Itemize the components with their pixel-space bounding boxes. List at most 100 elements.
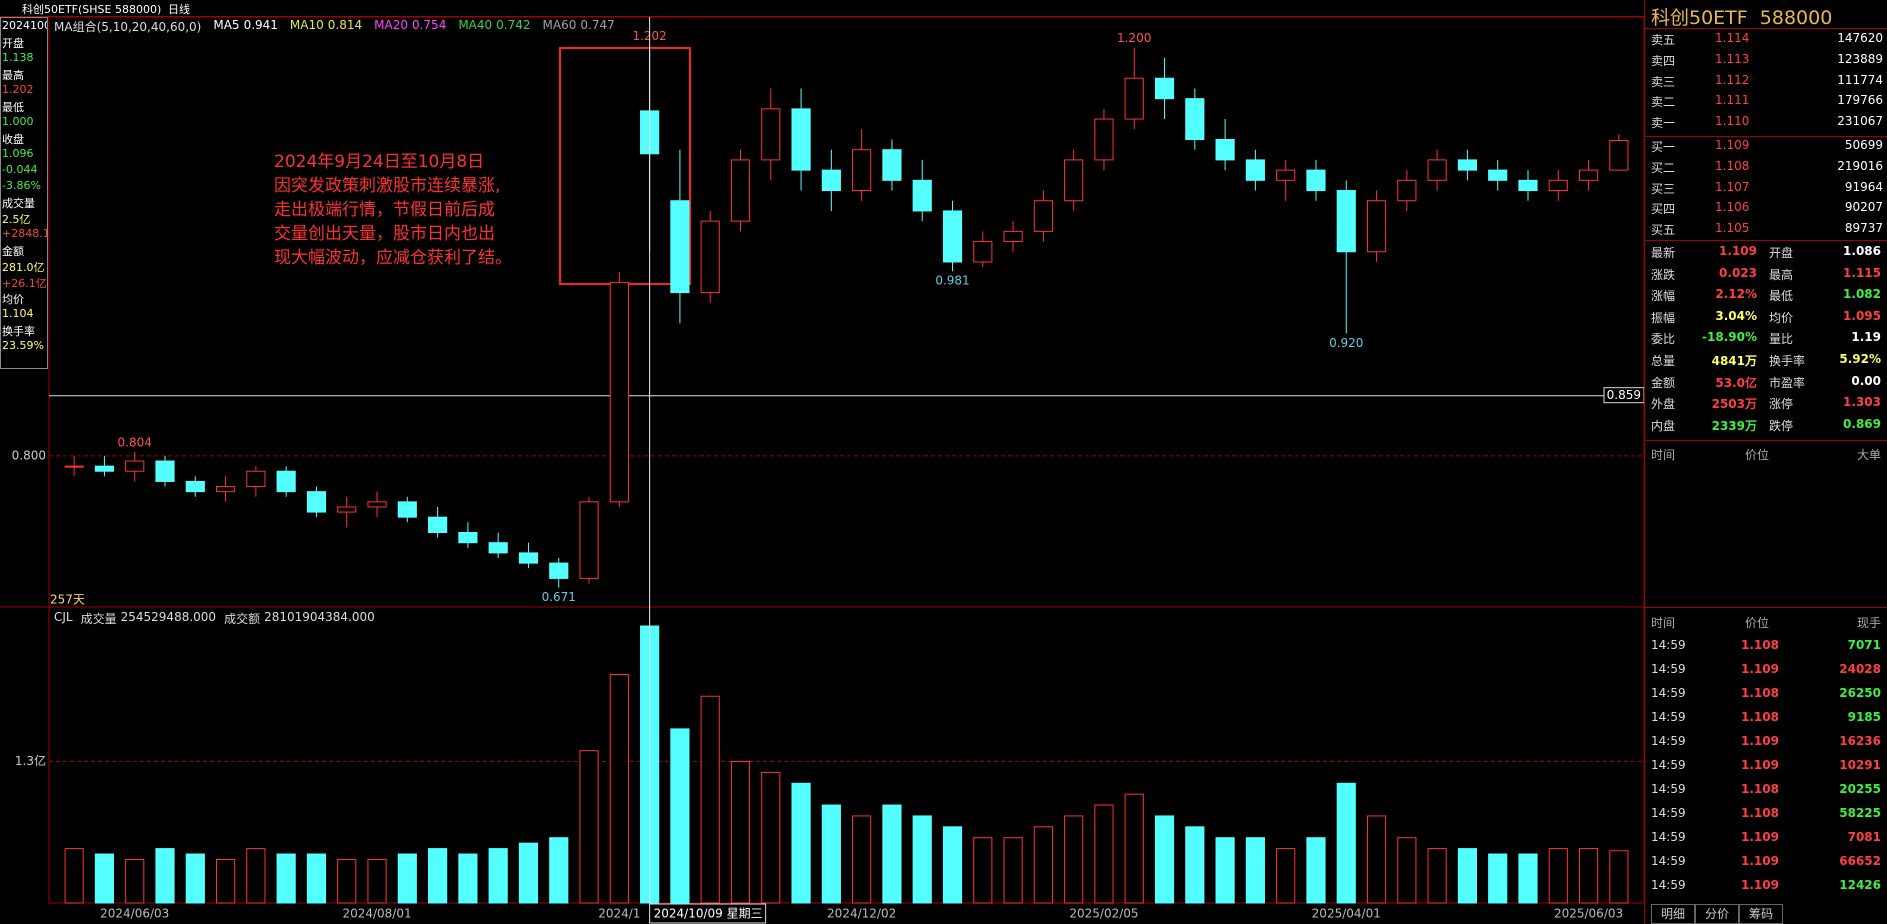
candle-body [1154, 77, 1175, 100]
book-volume: 111774 [1837, 72, 1883, 87]
ma-name: MA20 [374, 18, 408, 32]
stat-value: 2.12% [1715, 287, 1757, 302]
stat-label: 开盘 [1769, 246, 1794, 260]
book-price: 1.113 [1715, 51, 1750, 66]
tick-volume: 26250 [1839, 686, 1881, 700]
book-label: 卖五 [1651, 33, 1676, 47]
candle-body [428, 516, 448, 533]
book-volume: 90207 [1844, 200, 1883, 215]
ma-value: 0.814 [327, 18, 363, 32]
book-price: 1.105 [1715, 221, 1750, 236]
indicator-header: MA组合(5,10,20,40,60,0) MA5 0.941 MA10 0.814 MA… [54, 18, 615, 35]
tick-volume: 7071 [1847, 638, 1881, 652]
stat-value: 0.00 [1851, 373, 1881, 388]
tick-price: 1.109 [1741, 854, 1779, 868]
candle-body [821, 169, 841, 192]
book-volume: 231067 [1837, 114, 1883, 129]
candle-body [216, 486, 236, 493]
ma-value: 0.747 [580, 18, 615, 32]
candle-body [397, 501, 417, 518]
stat-value: 3.04% [1715, 308, 1757, 323]
candle-body [276, 470, 296, 493]
period-select[interactable]: 日线 [168, 3, 190, 16]
tick-volume: 24028 [1839, 662, 1881, 676]
note-line: 因突发政策刺激股市连续暴涨, [274, 176, 500, 196]
volume-bar [1215, 837, 1235, 904]
candle-body [306, 491, 327, 513]
book-label: 卖一 [1651, 116, 1676, 131]
volume-bar [821, 804, 841, 904]
panel-tab[interactable]: 筹码 [1739, 904, 1783, 924]
ma-name: MA40 [458, 18, 493, 32]
tick-price: 1.109 [1741, 662, 1779, 676]
stat-value: 0.023 [1719, 265, 1757, 280]
stat-label: 换手率 [1769, 354, 1806, 368]
candle-body [1609, 140, 1629, 171]
stat-value: 1.115 [1843, 265, 1881, 280]
book-price: 1.111 [1715, 93, 1750, 108]
candle-body [942, 210, 963, 263]
separator [1645, 607, 1887, 608]
volume-bar [1336, 782, 1356, 904]
volume-bar [1366, 815, 1387, 904]
tick-time: 14:59 [1651, 710, 1686, 724]
volume-bar [730, 761, 751, 904]
candle-body [761, 108, 781, 161]
volume-bar [609, 673, 629, 904]
candle-body [1366, 200, 1387, 253]
candle-body [609, 281, 629, 503]
info-line: 1.000 [2, 115, 34, 128]
separator [1645, 136, 1887, 137]
trough-label: 0.671 [542, 590, 576, 604]
stat-value: 2503万 [1711, 397, 1757, 412]
list-header: 价位 [1745, 448, 1770, 462]
candle-body [1336, 190, 1356, 253]
candle-body [1578, 169, 1599, 181]
separator [1645, 240, 1887, 241]
volume-bar [700, 695, 720, 904]
book-label: 卖三 [1651, 74, 1676, 89]
volume-bar [1488, 853, 1508, 904]
volume-bar [912, 815, 932, 904]
volume-bar [306, 853, 327, 904]
stat-label: 涨幅 [1651, 289, 1676, 304]
note-line: 现大幅波动，应减仓获利了结。 [274, 248, 512, 268]
tick-price: 1.109 [1741, 734, 1779, 748]
info-line: 换手率 [2, 325, 35, 338]
days-label: 257天 [50, 593, 85, 607]
separator [1645, 440, 1887, 441]
note-line: 走出极端行情，节假日前后成 [274, 200, 495, 220]
book-label: 卖二 [1651, 95, 1676, 110]
ma-name: MA60 [542, 18, 577, 32]
stat-label: 总量 [1651, 354, 1676, 368]
candle-body [791, 108, 811, 171]
volume-bar [185, 853, 205, 904]
tick-price: 1.109 [1741, 758, 1779, 772]
panel-tab[interactable]: 明细 [1651, 904, 1695, 924]
info-line: 均价 [2, 293, 24, 306]
book-label: 买二 [1651, 160, 1676, 175]
info-line: 23.59% [2, 339, 44, 352]
candle-body [337, 506, 357, 513]
candle-body [670, 200, 690, 294]
candle-body [579, 501, 599, 579]
info-line: 1.202 [2, 83, 34, 96]
volume-bar [1457, 848, 1477, 904]
tick-price: 1.108 [1741, 638, 1779, 652]
panel-tab[interactable]: 分价 [1695, 904, 1739, 924]
stat-value: -18.90% [1702, 330, 1757, 345]
volume-bar [216, 858, 236, 904]
top-bar: 科创50ETF(SHSE 588000) 日线 [0, 0, 1644, 17]
volume-bar [1185, 826, 1205, 904]
volume-item-value: 254529488.000 [120, 610, 217, 624]
stat-label: 均价 [1769, 310, 1794, 325]
volume-bar [1124, 793, 1144, 904]
candle-body [488, 542, 508, 554]
stat-value: 1.095 [1843, 308, 1881, 323]
tick-volume: 16236 [1839, 734, 1881, 748]
quote-panel: 科创50ETF 588000 卖五 1.114 147620 卖四 1.113 123889… [1644, 0, 1887, 924]
x-tick-label: 2024/06/03 [100, 907, 169, 921]
tick-volume: 20255 [1839, 782, 1881, 796]
info-line: 收盘 [2, 133, 24, 146]
volume-bar [579, 750, 599, 904]
